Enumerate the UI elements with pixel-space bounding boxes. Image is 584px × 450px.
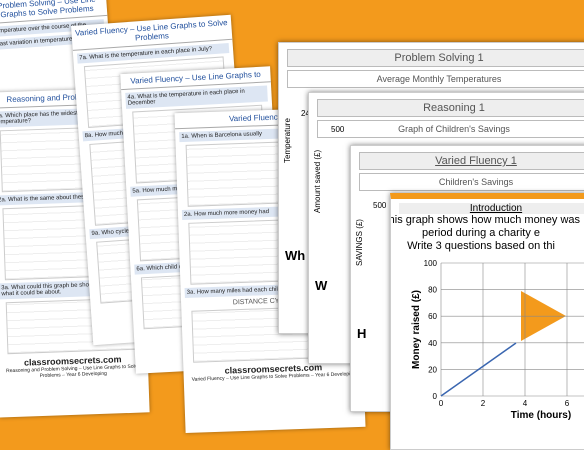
slide-subtitle: Graph of Children's Savings <box>317 120 584 138</box>
text-line: Write 3 questions based on thi <box>407 240 555 252</box>
slide-subtitle: Average Monthly Temperatures <box>287 70 584 88</box>
slide-heading: Problem Solving 1 <box>287 49 584 67</box>
x-tick-label: 0 <box>439 399 444 408</box>
tick-label: 500 <box>373 201 387 210</box>
data-line <box>440 342 517 397</box>
graph: 0 20 40 60 80 100 0 2 4 6 Money raised (£) Time (ho… <box>411 259 584 421</box>
tick-label: 24 <box>301 109 310 118</box>
intro-heading: Introduction <box>399 203 584 214</box>
axis-label: Amount saved (£) <box>313 149 322 213</box>
y-tick-label: 20 <box>428 365 437 374</box>
slide-heading: Reasoning 1 <box>317 99 584 117</box>
text-line: period during a charity e <box>421 227 540 239</box>
text-line: This graph shows how much money was <box>390 214 581 226</box>
y-tick-label: 60 <box>428 312 437 321</box>
tick-label: 500 <box>331 125 345 134</box>
y-tick-label: 100 <box>424 259 438 268</box>
slide-subtitle: Children's Savings <box>359 173 584 191</box>
question-fragment: W <box>315 278 328 293</box>
x-tick-label: 6 <box>565 399 570 408</box>
axis-label: Temperature <box>283 118 292 163</box>
y-tick-label: 80 <box>428 286 437 295</box>
slide-heading: Varied Fluency 1 <box>359 152 584 170</box>
x-axis-label: Time (hours) <box>511 410 571 421</box>
y-tick-label: 0 <box>433 392 438 401</box>
y-tick-label: 40 <box>428 339 437 348</box>
intro-text: This graph shows how much money was peri… <box>390 214 584 253</box>
x-tick-label: 4 <box>523 399 528 408</box>
question-fragment: H <box>357 326 367 341</box>
y-axis-label: Money raised (£) <box>411 290 422 369</box>
axis-label: SAVINGS (£) <box>355 219 364 266</box>
question-fragment: Wh <box>285 248 306 263</box>
intro-slide: Introduction This graph shows how much m… <box>390 193 584 450</box>
x-tick-label: 2 <box>481 399 486 408</box>
